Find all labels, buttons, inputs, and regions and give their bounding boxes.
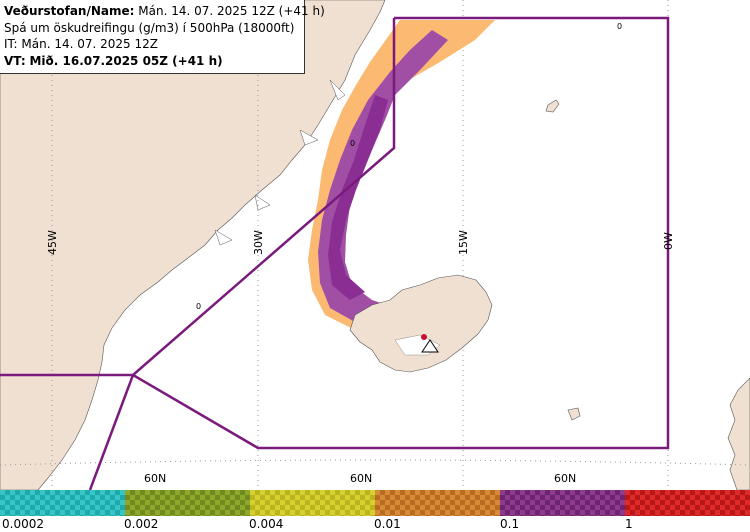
lon-label-15w: 15W — [457, 230, 470, 255]
small-label-2: 0 — [350, 139, 355, 148]
legend-swatch-3 — [250, 490, 375, 516]
lon-label-0w: 0W — [662, 232, 675, 250]
info-line-description: Spá um öskudreifingu (g/m3) í 500hPa (18… — [4, 20, 295, 35]
faroe-islands — [567, 407, 581, 421]
lon-label-45w: 45W — [46, 230, 59, 255]
legend-swatch-6 — [625, 490, 750, 516]
legend-swatch-4 — [375, 490, 500, 516]
forecast-info-box: Veðurstofan/Name: Mán. 14. 07. 2025 12Z … — [0, 0, 325, 74]
volcano-icon — [421, 334, 439, 353]
island-east — [545, 99, 560, 113]
small-label-3: 0 — [617, 22, 622, 31]
legend-label-1: 0.0002 — [2, 517, 44, 531]
legend-swatch-2 — [125, 490, 250, 516]
info-line-name: Veðurstofan/Name: Mán. 14. 07. 2025 12Z … — [4, 3, 325, 20]
ash-plume-high — [318, 30, 448, 338]
legend-label-2: 0.002 — [124, 517, 159, 531]
legend-label-3: 0.004 — [249, 517, 284, 531]
iceland — [349, 274, 493, 373]
legend-label-6: 1 — [625, 517, 633, 531]
lat-label-60n-2: 60N — [350, 472, 372, 485]
lat-label-60n-1: 60N — [144, 472, 166, 485]
norway-coast — [727, 377, 750, 490]
name-label: Veðurstofan/Name: — [4, 4, 135, 18]
vt-value: Mið. 16.07.2025 05Z (+41 h) — [29, 53, 223, 68]
legend-ticks: 0.0002 0.002 0.004 0.01 0.1 1 — [0, 517, 750, 532]
small-label-1: 0 — [196, 302, 201, 311]
name-value: Mán. 14. 07. 2025 12Z (+41 h) — [138, 4, 325, 18]
legend-label-5: 0.1 — [500, 517, 520, 531]
lat-label-60n-3: 60N — [554, 472, 576, 485]
lon-label-30w: 30W — [252, 230, 265, 255]
ash-plume-low — [308, 20, 495, 344]
fjords — [214, 79, 346, 246]
greenland-landmass — [0, 0, 386, 490]
map-canvas: 45W 30W 15W 0W 60N 60N 60N 0 0 0 — [0, 0, 750, 490]
info-line-issue-time: IT: Mán. 14. 07. 2025 12Z — [4, 37, 158, 51]
color-legend: 0.0002 0.002 0.004 0.01 0.1 1 — [0, 490, 750, 532]
info-line-valid-time: VT: Mið. 16.07.2025 05Z (+41 h) — [4, 53, 304, 70]
legend-swatch-1 — [0, 490, 125, 516]
legend-swatch-5 — [500, 490, 625, 516]
fir-boundary — [0, 16, 670, 490]
ash-plume-core — [328, 95, 388, 300]
legend-label-4: 0.01 — [374, 517, 401, 531]
vt-label: VT: — [4, 53, 26, 68]
